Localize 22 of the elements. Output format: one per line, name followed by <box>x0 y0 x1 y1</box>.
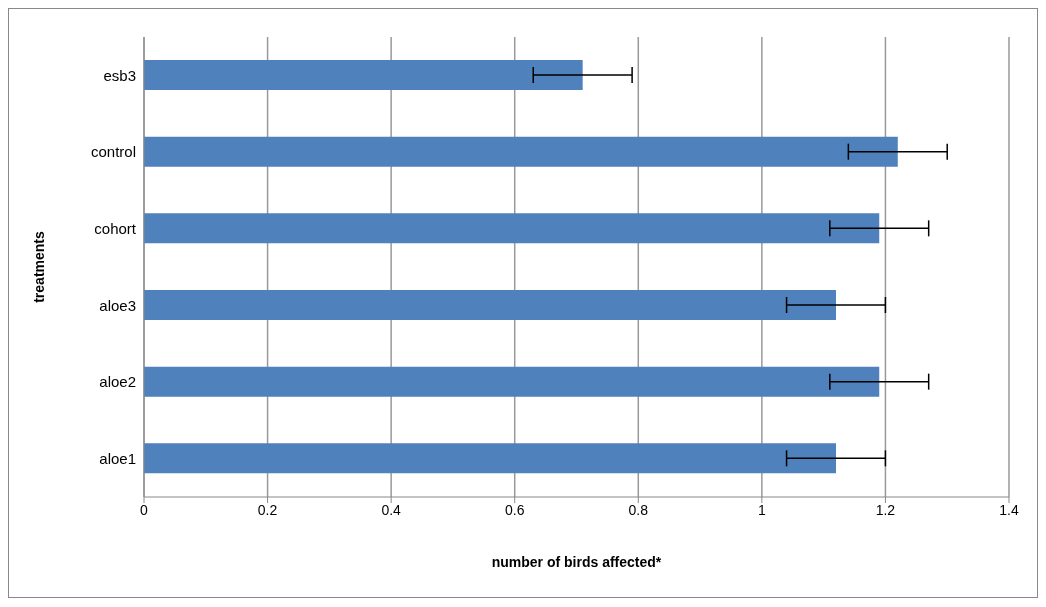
y-tick-label: control <box>90 143 136 161</box>
bar <box>144 366 880 397</box>
y-axis-title: treatments <box>30 231 47 303</box>
y-tick-label: aloe1 <box>99 449 136 467</box>
y-tick-label: cohort <box>94 219 137 237</box>
y-tick-label: aloe2 <box>99 373 136 391</box>
x-tick-label: 0.4 <box>381 501 402 518</box>
bar <box>144 290 836 320</box>
x-tick-label: 0.2 <box>257 501 278 518</box>
x-tick-label: 0 <box>140 501 149 518</box>
x-tick-label: 0.8 <box>628 501 649 518</box>
y-tick-label: esb3 <box>103 66 136 84</box>
bar <box>144 136 898 167</box>
x-axis-title: number of birds affected* <box>491 554 662 570</box>
bar <box>144 443 836 474</box>
x-tick-label: 1.2 <box>875 501 896 518</box>
x-tick-label: 1.4 <box>999 501 1019 518</box>
y-tick-label: aloe3 <box>99 296 136 314</box>
x-tick-label: 1 <box>757 501 766 518</box>
bar <box>144 60 583 90</box>
x-tick-label: 0.6 <box>504 501 525 518</box>
bar <box>144 213 880 244</box>
